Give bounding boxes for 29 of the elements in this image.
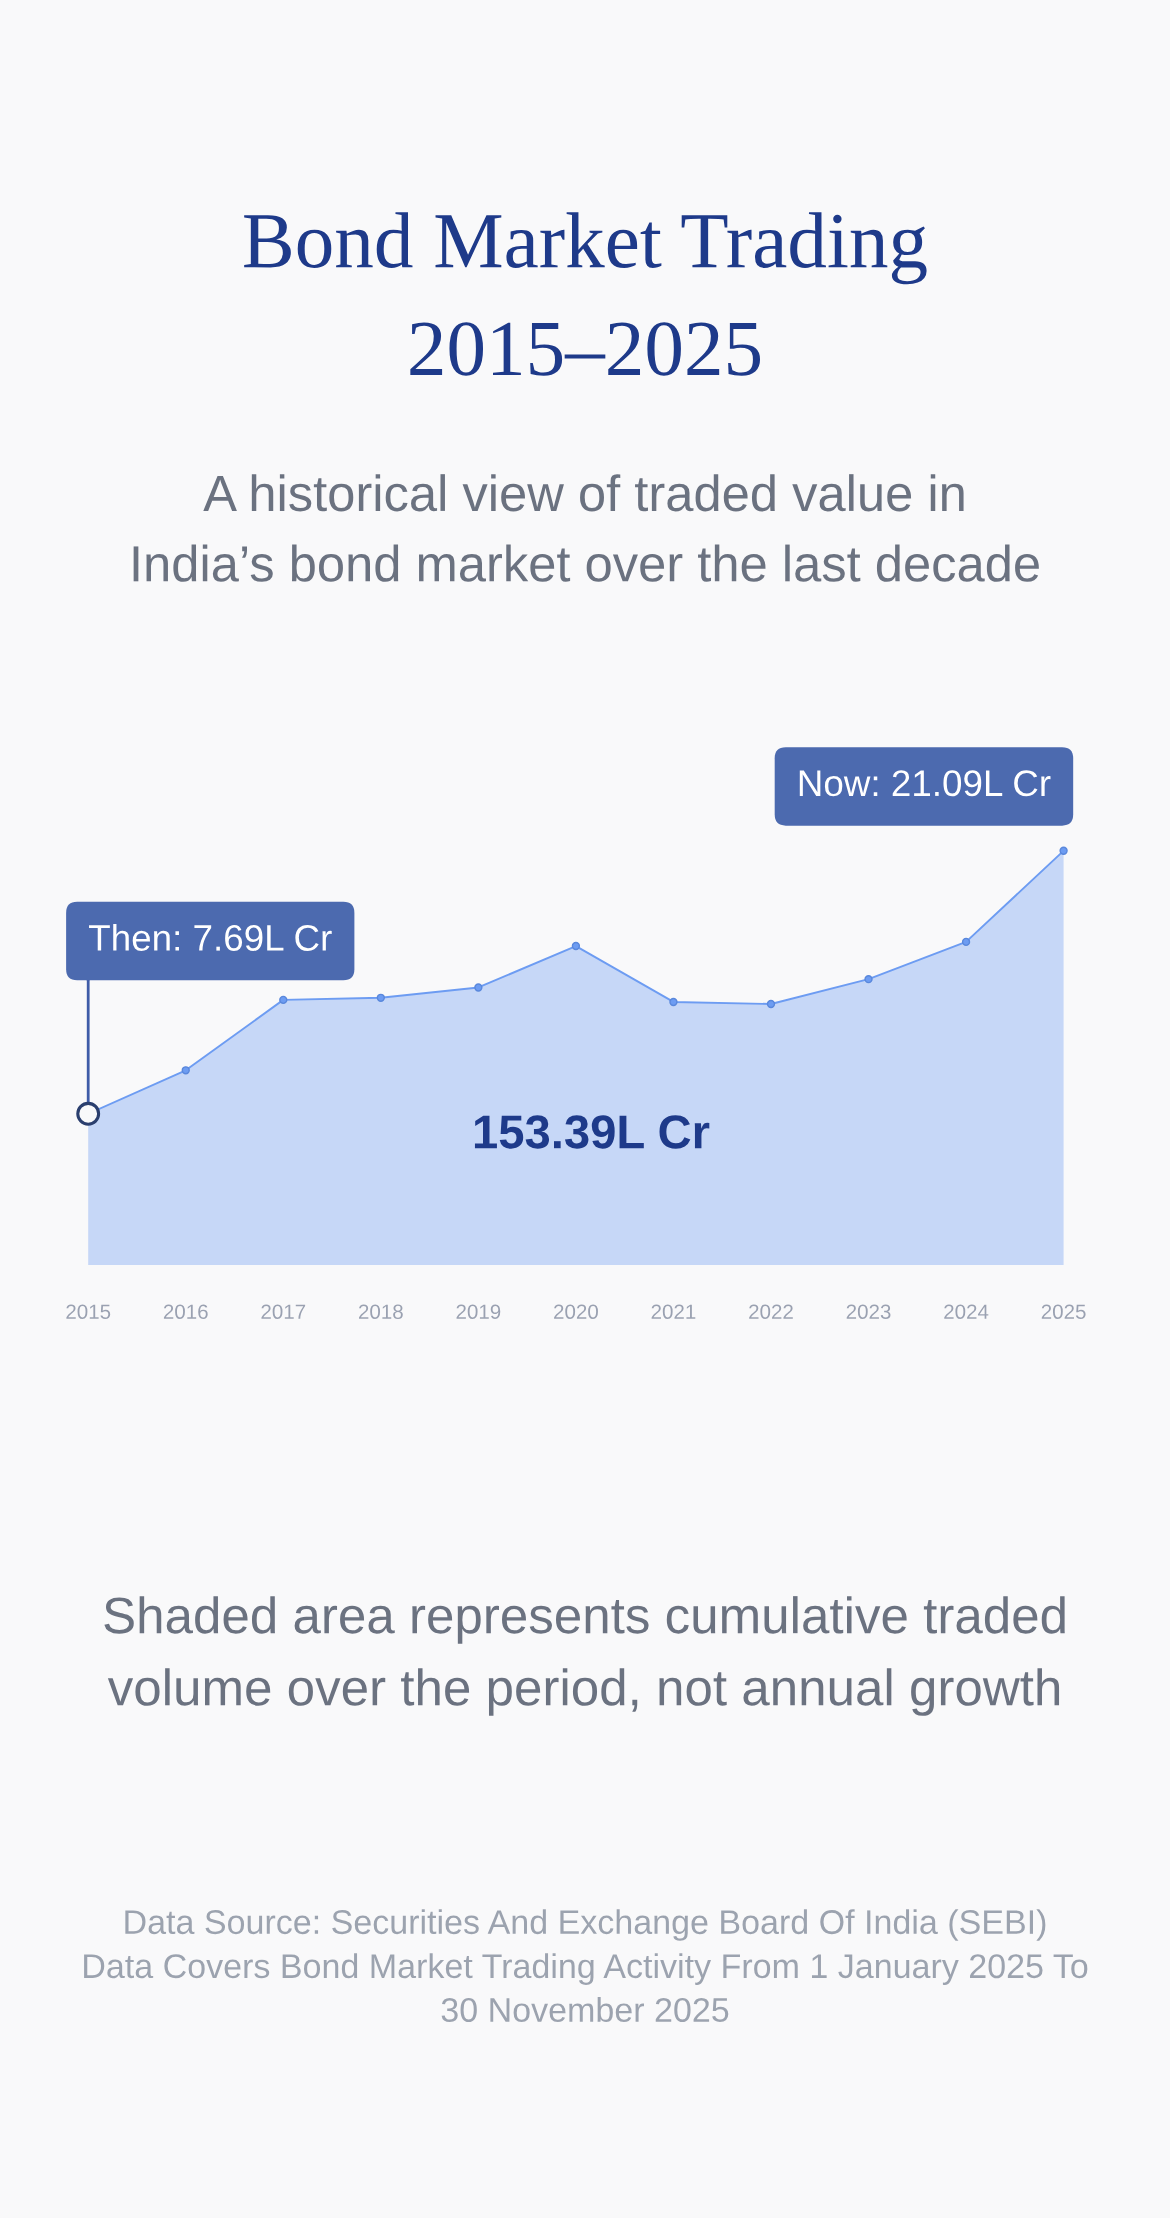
x-tick-label: 2021 <box>651 1304 696 1319</box>
point <box>279 995 288 1005</box>
x-tick-label: 2015 <box>66 1304 111 1319</box>
text: Data Covers Bond Market Trading Activity From 1 January 2025 To 30 November 2025 <box>84 1953 1088 2023</box>
text: Shaded area represents cumulative traded volume over the period, not annual growth <box>104 1596 1065 1716</box>
point <box>864 975 873 984</box>
x-tick-label: 2024 <box>944 1304 989 1319</box>
source-note: Data Source: Securities And Exchange Board Of India (SEBI) <box>125 1909 1046 1941</box>
x-tick-label: 2020 <box>554 1304 598 1319</box>
x-tick-label: 2023 <box>846 1304 891 1319</box>
point <box>181 1066 190 1075</box>
x-tick-label: 2017 <box>261 1304 306 1319</box>
x-tick-label: 2016 <box>163 1304 208 1319</box>
point <box>376 993 385 1002</box>
point <box>961 937 971 947</box>
chart-subtitle: A historical view of traded value in India’s bond market over the last decade <box>133 474 1039 582</box>
chart-title: Bond Market Trading 2015–2025 <box>244 212 927 376</box>
annotation: Now: 21.09L Cr <box>799 770 1051 797</box>
point <box>1059 846 1068 855</box>
annotation: Then: 7.69L Cr <box>89 923 332 951</box>
annotation: 153.39L Cr <box>474 1115 710 1149</box>
x-tick-label: 2025 <box>1041 1304 1086 1319</box>
x-tick-label: 2022 <box>749 1304 793 1319</box>
point <box>474 983 483 992</box>
x-tick-label: 2019 <box>456 1304 501 1319</box>
point <box>669 997 678 1007</box>
point <box>766 999 776 1009</box>
x-tick-label: 2018 <box>358 1304 403 1319</box>
point <box>571 941 581 951</box>
